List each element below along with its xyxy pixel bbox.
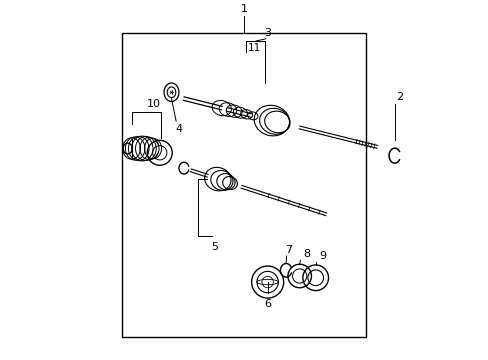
Bar <box>122 33 365 337</box>
Text: 9: 9 <box>319 251 325 261</box>
Text: 11: 11 <box>247 43 260 53</box>
Text: 7: 7 <box>284 245 291 255</box>
Text: 8: 8 <box>303 249 310 259</box>
Text: 2: 2 <box>395 92 402 102</box>
Text: 3: 3 <box>264 28 270 38</box>
Text: 10: 10 <box>146 99 161 109</box>
Text: 5: 5 <box>210 242 217 252</box>
Text: 1: 1 <box>241 4 247 14</box>
Text: 4: 4 <box>175 124 182 134</box>
Text: 6: 6 <box>264 299 270 309</box>
